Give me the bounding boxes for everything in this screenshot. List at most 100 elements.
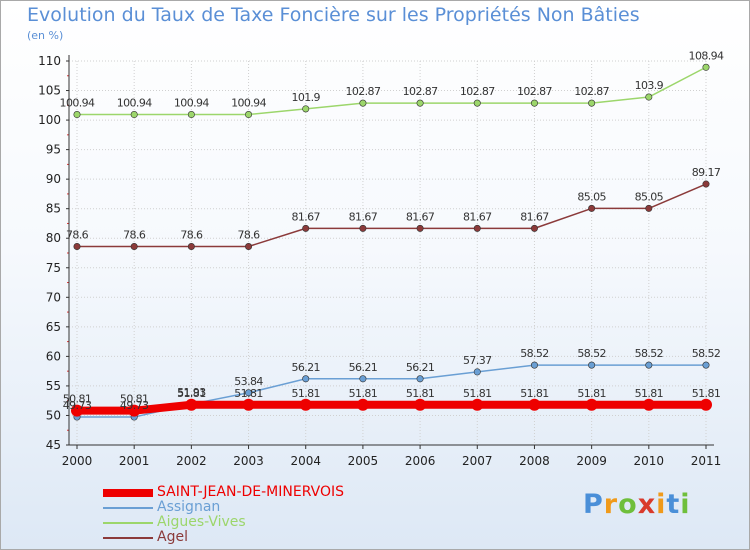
data-label: 100.94	[231, 97, 266, 110]
data-point	[530, 224, 538, 232]
data-label: 51.81	[463, 387, 492, 400]
data-point	[245, 243, 253, 251]
data-label: 58.52	[520, 347, 549, 360]
data-point	[414, 398, 427, 411]
series-line-2	[77, 66, 707, 116]
grid-lines	[69, 60, 707, 446]
data-label: 85.05	[577, 190, 606, 203]
data-point	[245, 111, 253, 119]
data-label: 51.81	[692, 387, 721, 400]
data-point	[645, 361, 653, 369]
data-point	[359, 224, 367, 232]
data-point	[471, 398, 484, 411]
data-label: 51.81	[520, 387, 549, 400]
legend-label: SAINT-JEAN-DE-MINERVOIS	[157, 484, 345, 500]
data-label: 58.52	[577, 347, 606, 360]
legend-label: Agel	[157, 529, 188, 545]
data-label: 51.81	[349, 387, 378, 400]
data-label: 100.94	[60, 97, 95, 110]
x-tick-label: 2002	[176, 454, 207, 468]
logo-letter: r	[603, 489, 619, 520]
y-tick-label: 95	[46, 143, 61, 157]
proxiti-logo: Proxiti	[583, 489, 691, 520]
y-tick-label: 45	[46, 438, 61, 452]
logo-letter: P	[583, 489, 604, 520]
y-tick-label: 75	[46, 261, 61, 275]
data-label: 51.81	[577, 387, 606, 400]
x-tick-label: 2011	[691, 454, 722, 468]
data-point	[302, 224, 310, 232]
data-label: 56.21	[406, 361, 435, 374]
data-point	[242, 398, 255, 411]
data-label: 51.81	[234, 387, 263, 400]
data-label: 51.81	[635, 387, 664, 400]
data-point	[588, 99, 596, 107]
data-point	[473, 224, 481, 232]
y-tick-label: 65	[46, 320, 61, 334]
data-label: 100.94	[117, 97, 152, 110]
data-label: 81.67	[406, 210, 435, 223]
data-point	[187, 243, 195, 251]
data-point	[130, 111, 138, 119]
data-point	[473, 99, 481, 107]
data-labels: 50.81 50.81 51.81 51.81 51.81 51.81 51.81 51.81…	[60, 49, 725, 412]
legend-swatch	[103, 536, 153, 539]
data-point	[302, 105, 310, 113]
data-label: 108.94	[689, 49, 724, 62]
x-tick-label: 2007	[462, 454, 493, 468]
data-point	[356, 398, 369, 411]
x-tick-label: 2008	[519, 454, 550, 468]
y-tick-label: 105	[38, 84, 61, 98]
data-label: 50.81	[120, 393, 149, 406]
chart-title: Evolution du Taux de Taxe Foncière sur l…	[27, 4, 640, 26]
data-point	[702, 180, 710, 188]
logo-letter: o	[618, 489, 638, 520]
data-point	[359, 99, 367, 107]
series-line-0	[77, 400, 706, 415]
x-tick-label: 2006	[405, 454, 436, 468]
data-point	[245, 389, 253, 397]
data-label: 81.67	[520, 210, 549, 223]
data-point	[530, 361, 538, 369]
data-point	[128, 404, 141, 417]
x-tick-label: 2000	[62, 454, 93, 468]
data-label: 58.52	[635, 347, 664, 360]
data-label: 81.67	[291, 210, 320, 223]
data-point	[473, 368, 481, 376]
data-label: 51.93	[177, 386, 206, 399]
data-point	[645, 204, 653, 212]
data-label: 81.67	[349, 210, 378, 223]
x-tick-label: 2004	[290, 454, 321, 468]
data-label: 78.6	[237, 229, 260, 242]
data-label: 49.73	[120, 399, 149, 412]
data-label: 102.87	[345, 85, 380, 98]
y-tick-label: 60	[46, 349, 61, 363]
axes: 45 50 55 60 65 70 75 80 85 90 95 100 105 110 2000 2001 2…	[38, 54, 721, 468]
data-point	[702, 361, 710, 369]
legend-swatch	[103, 521, 153, 524]
data-point	[73, 243, 81, 251]
data-label: 57.37	[463, 354, 492, 367]
data-point	[645, 93, 653, 101]
data-point	[588, 204, 596, 212]
legend-label: Aigues-Vives	[157, 514, 246, 530]
data-label: 81.67	[463, 210, 492, 223]
legend-label: Assignan	[157, 499, 221, 515]
x-tick-label: 2001	[119, 454, 150, 468]
data-label: 51.81	[406, 387, 435, 400]
y-tick-label: 85	[46, 202, 61, 216]
data-point	[416, 375, 424, 383]
y-tick-label: 100	[38, 113, 61, 127]
data-point	[130, 243, 138, 251]
data-label: 51.81	[291, 387, 320, 400]
data-label: 103.9	[635, 79, 664, 92]
logo-letter: x	[637, 489, 657, 520]
data-point	[416, 224, 424, 232]
data-point	[702, 63, 710, 71]
data-point	[416, 99, 424, 107]
x-tick-label: 2005	[348, 454, 379, 468]
data-point	[302, 375, 310, 383]
y-tick-label: 70	[46, 290, 61, 304]
